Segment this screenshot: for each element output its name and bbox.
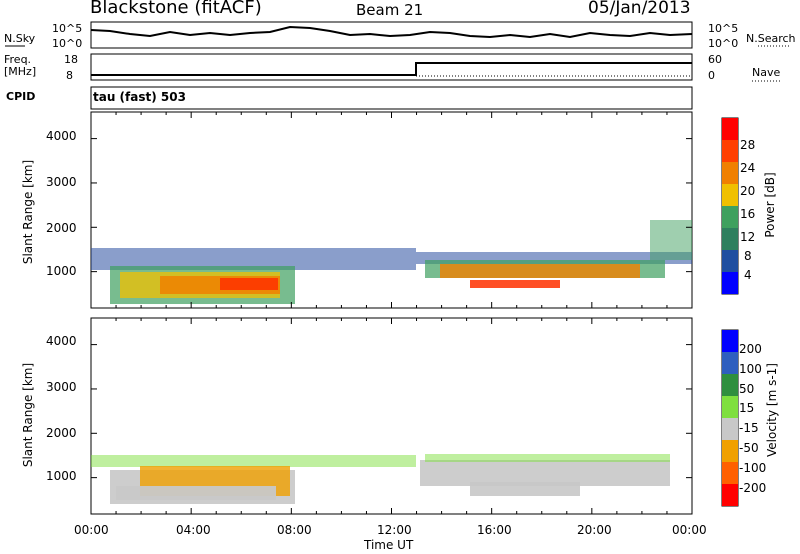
power-ytick-4000: 4000 [46, 129, 77, 143]
freq-panel-frame [90, 53, 693, 81]
colorbar-cell [722, 352, 738, 374]
colorbar-cell [722, 374, 738, 396]
colorbar-cell [722, 272, 738, 294]
axis-ticks [90, 112, 693, 514]
station-title: Blackstone (fitACF) [90, 0, 262, 18]
date-title: 05/Jan/2013 [588, 0, 691, 18]
velocity-panel [90, 317, 739, 515]
xtick-0000: 00:00 [74, 523, 109, 537]
colorbar-cell [722, 162, 738, 184]
velocity-blob-right-gray2 [470, 482, 580, 496]
nsearch-tick-top: 10^5 [708, 22, 739, 35]
colorbar-cell [722, 440, 738, 462]
power-cb-tick-12: 12 [740, 230, 756, 244]
freq-line [91, 62, 692, 76]
nave-label: Nave [752, 66, 781, 79]
velocity-ytick-1000: 1000 [46, 469, 77, 483]
xtick-2400: 00:00 [672, 523, 707, 537]
colorbar-cell [722, 184, 738, 206]
freq-tick-top: 18 [64, 53, 78, 66]
velocity-cb-tick-50: 50 [739, 382, 755, 396]
xaxis-label: Time UT [364, 538, 414, 552]
cpid-panel-frame [90, 86, 693, 110]
power-cb-tick-20: 20 [740, 184, 756, 198]
colorbar-cell [722, 118, 738, 140]
velocity-cb-tick-m15: -15 [739, 421, 759, 435]
velocity-ytick-3000: 3000 [46, 380, 77, 394]
nsearch-tick-bottom: 10^0 [708, 37, 739, 50]
velocity-blob-right-gray [420, 460, 670, 486]
power-blob-right-red [470, 280, 560, 288]
colorbar-cell [722, 484, 738, 506]
colorbar-cell [722, 206, 738, 228]
xtick-0800: 08:00 [277, 523, 312, 537]
nave-tick-bottom: 0 [708, 69, 715, 82]
cpid-label: CPID [6, 90, 36, 103]
colorbar-cell [722, 228, 738, 250]
colorbar-cell [722, 396, 738, 418]
velocity-blob-green-band [91, 455, 416, 467]
power-blob-group [91, 220, 692, 304]
velocity-ytick-4000: 4000 [46, 334, 77, 348]
power-cb-tick-24: 24 [740, 161, 756, 175]
velocity-cb-tick-m100: -100 [739, 461, 767, 475]
power-cb-tick-16: 16 [740, 207, 756, 221]
freq-label-line2: [MHz] [4, 65, 37, 78]
velocity-blob-gray2 [116, 486, 276, 500]
power-colorbar-cells [722, 118, 738, 294]
velocity-cb-tick-100: 100 [739, 362, 762, 376]
power-blob-band-blue [91, 248, 416, 270]
velocity-colorbar-cells [722, 330, 738, 506]
colorbar-cell [722, 462, 738, 484]
xtick-2000: 20:00 [577, 523, 612, 537]
power-blob-right-green2 [650, 220, 692, 260]
power-cb-tick-4: 4 [744, 268, 752, 282]
xtick-1200: 12:00 [377, 523, 412, 537]
nsearch-label: N.Search [746, 32, 796, 45]
velocity-ytick-2000: 2000 [46, 426, 77, 440]
xtick-0400: 04:00 [176, 523, 211, 537]
power-panel [90, 111, 739, 309]
velocity-cb-tick-15: 15 [739, 401, 755, 415]
beam-title: Beam 21 [356, 1, 424, 19]
cpid-value: tau (fast) 503 [93, 90, 186, 104]
power-blob-right-orange [440, 264, 640, 278]
colorbar-cell [722, 418, 738, 440]
xtick-1600: 16:00 [477, 523, 512, 537]
colorbar-cell [722, 250, 738, 272]
freq-tick-bottom: 8 [66, 69, 73, 82]
freq-label-line1: Freq. [4, 53, 32, 66]
colorbar-cell [722, 330, 738, 352]
nsky-tick-bottom: 10^0 [52, 37, 83, 50]
power-cb-tick-8: 8 [744, 249, 752, 263]
power-cb-tick-28: 28 [740, 138, 756, 152]
velocity-cb-tick-m50: -50 [739, 441, 759, 455]
nsky-tick-top: 10^5 [52, 22, 83, 35]
power-ytick-2000: 2000 [46, 221, 77, 235]
velocity-blob-right-green [425, 454, 670, 462]
nsky-line [90, 25, 693, 39]
power-blob-red [220, 278, 278, 290]
power-ytick-3000: 3000 [46, 175, 77, 189]
power-ytick-1000: 1000 [46, 264, 77, 278]
velocity-cb-tick-200: 200 [739, 342, 762, 356]
colorbar-cell [722, 140, 738, 162]
velocity-blob-group [91, 454, 670, 504]
nave-tick-top: 60 [708, 53, 722, 66]
velocity-cb-tick-m200: -200 [739, 481, 767, 495]
nsky-label: N.Sky [4, 32, 36, 45]
